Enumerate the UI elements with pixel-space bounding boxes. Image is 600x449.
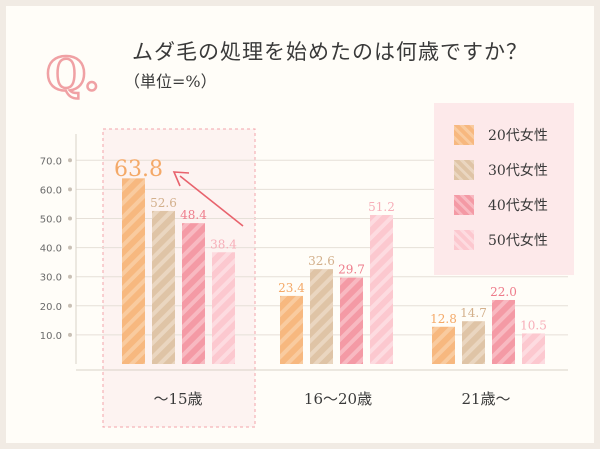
data-label: 29.7 <box>338 263 365 277</box>
data-label: 10.5 <box>520 318 547 332</box>
bar-2-2 <box>492 299 515 364</box>
data-label: 14.7 <box>460 306 487 320</box>
y-tick-label: 40.0 <box>40 244 62 255</box>
category-label: 21歳～ <box>461 390 510 408</box>
legend-swatch <box>454 195 474 215</box>
legend-label: 30代女性 <box>488 163 548 179</box>
bar-3-2 <box>522 333 545 364</box>
data-label: 22.0 <box>490 285 517 299</box>
category-label: 16～20歳 <box>304 390 372 408</box>
data-label: 12.8 <box>430 312 457 326</box>
legend-item-50s: 50代女性 <box>454 230 548 250</box>
bar-1-1 <box>310 269 333 364</box>
legend-swatch <box>454 230 474 250</box>
bar-2-0 <box>182 223 205 364</box>
y-tick-label: 60.0 <box>40 185 62 196</box>
legend-item-20s: 20代女性 <box>454 125 548 145</box>
legend: 20代女性 30代女性 40代女性 50代女性 <box>434 103 574 275</box>
y-tick-label: 70.0 <box>40 156 62 167</box>
category-label: ～15歳 <box>153 390 202 408</box>
bar-0-1 <box>280 295 303 364</box>
callout-arrow-line <box>179 175 244 227</box>
legend-swatch <box>454 160 474 180</box>
legend-swatch <box>454 125 474 145</box>
bar-3-1 <box>370 215 393 364</box>
bar-0-2 <box>432 326 455 364</box>
y-tick-label: 30.0 <box>40 273 62 284</box>
data-label: 23.4 <box>278 281 305 295</box>
data-label: 32.6 <box>308 254 335 268</box>
y-tick-label: 20.0 <box>40 302 62 313</box>
bar-2-1 <box>340 277 363 364</box>
bar-3-0 <box>212 252 235 364</box>
legend-label: 20代女性 <box>488 128 548 144</box>
y-tick-dot <box>68 216 72 221</box>
question-title: ムダ毛の処理を始めたのは何歳ですか？ <box>132 40 528 64</box>
legend-label: 50代女性 <box>488 233 548 249</box>
bar-0-0 <box>122 178 145 364</box>
chart-card: Q. 10.0 20.0 30.0 40.0 50.0 60.0 70.0 23.4 12.8 52… <box>6 6 594 443</box>
bar-1-2 <box>462 321 485 364</box>
y-tick-dot <box>68 303 72 308</box>
data-label: 51.2 <box>368 200 395 214</box>
y-tick-dot <box>68 245 72 250</box>
data-label: 52.6 <box>150 196 177 210</box>
y-tick-dot <box>68 332 72 337</box>
legend-label: 40代女性 <box>488 198 548 214</box>
chart-canvas: Q. 10.0 20.0 30.0 40.0 50.0 60.0 70.0 23.4 12.8 52… <box>40 46 568 428</box>
y-tick-dot <box>68 158 72 163</box>
legend-item-40s: 40代女性 <box>454 195 548 215</box>
unit-note: （単位=%） <box>124 72 217 91</box>
arrow-up-left-icon <box>172 171 190 187</box>
data-label: 38.4 <box>210 237 237 251</box>
bar-1-0 <box>152 210 175 364</box>
data-label: 48.4 <box>180 208 207 222</box>
y-tick-dot <box>68 187 72 192</box>
legend-item-30s: 30代女性 <box>454 160 548 180</box>
y-tick-label: 50.0 <box>40 215 62 226</box>
q-mark-icon: Q. <box>46 47 100 101</box>
y-tick-dot <box>68 274 72 279</box>
y-tick-label: 10.0 <box>40 331 62 342</box>
callout-value: 63.8 <box>114 157 163 182</box>
